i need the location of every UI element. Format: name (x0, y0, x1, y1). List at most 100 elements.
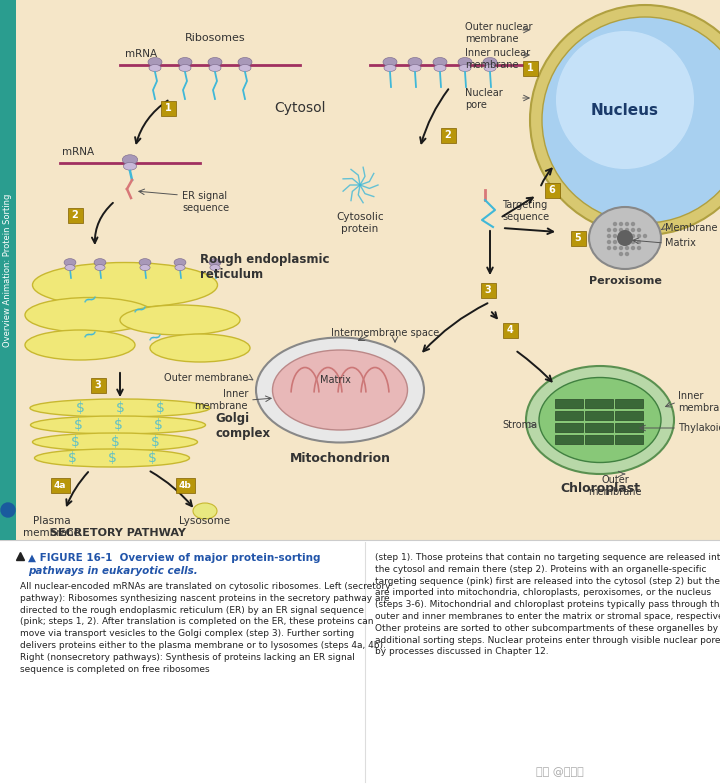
Circle shape (625, 240, 629, 244)
Ellipse shape (256, 337, 424, 442)
Text: Plasma
membrane: Plasma membrane (24, 516, 81, 538)
Circle shape (643, 234, 647, 238)
FancyBboxPatch shape (480, 282, 495, 297)
Text: 4: 4 (507, 325, 513, 335)
Ellipse shape (178, 57, 192, 67)
Text: Lysosome: Lysosome (179, 516, 230, 526)
Circle shape (631, 246, 635, 250)
Text: 5: 5 (575, 233, 581, 243)
FancyBboxPatch shape (176, 477, 194, 492)
Text: mRNA: mRNA (62, 147, 94, 157)
Text: $: $ (150, 435, 159, 449)
FancyBboxPatch shape (544, 183, 559, 198)
Text: 3: 3 (485, 285, 491, 295)
Ellipse shape (433, 57, 447, 67)
Circle shape (631, 234, 635, 238)
Circle shape (625, 228, 629, 232)
Text: $: $ (148, 451, 156, 465)
Text: Intermembrane space: Intermembrane space (331, 328, 439, 338)
Text: ~: ~ (129, 298, 151, 321)
Circle shape (613, 228, 617, 232)
FancyBboxPatch shape (585, 399, 613, 408)
Text: Chloroplast: Chloroplast (560, 482, 640, 495)
Text: 1: 1 (526, 63, 534, 73)
Circle shape (625, 252, 629, 256)
Text: Matrix: Matrix (320, 375, 351, 385)
Text: Cytosol: Cytosol (274, 101, 325, 115)
FancyBboxPatch shape (585, 423, 613, 432)
Circle shape (617, 230, 633, 246)
Ellipse shape (122, 154, 138, 165)
Circle shape (613, 222, 617, 227)
Text: Outer
membrane: Outer membrane (588, 475, 642, 496)
Bar (0, 0, 720, 540)
Circle shape (607, 228, 611, 232)
Ellipse shape (150, 334, 250, 362)
Circle shape (607, 234, 611, 238)
Ellipse shape (526, 366, 674, 474)
Circle shape (618, 246, 624, 250)
Ellipse shape (149, 64, 161, 71)
Ellipse shape (32, 263, 217, 307)
Circle shape (607, 240, 611, 244)
Ellipse shape (542, 17, 720, 223)
Ellipse shape (25, 297, 155, 332)
Ellipse shape (409, 64, 421, 71)
Circle shape (613, 234, 617, 238)
FancyBboxPatch shape (615, 399, 643, 408)
Circle shape (631, 240, 635, 244)
Circle shape (636, 240, 642, 244)
Text: All nuclear-encoded mRNAs are translated on cytosolic ribosomes. Left (secretory: All nuclear-encoded mRNAs are translated… (20, 582, 390, 673)
Text: $: $ (68, 451, 76, 465)
Circle shape (618, 228, 624, 232)
Circle shape (618, 234, 624, 238)
Text: $: $ (116, 401, 125, 415)
Text: SECRETORY PATHWAY: SECRETORY PATHWAY (50, 528, 186, 538)
Ellipse shape (175, 264, 185, 270)
Ellipse shape (238, 57, 252, 67)
FancyBboxPatch shape (615, 411, 643, 420)
Text: $: $ (71, 435, 79, 449)
Ellipse shape (123, 162, 137, 170)
Ellipse shape (64, 259, 76, 267)
Text: Mitochondrion: Mitochondrion (289, 452, 390, 465)
FancyBboxPatch shape (161, 100, 176, 115)
Ellipse shape (239, 64, 251, 71)
Text: ~: ~ (144, 326, 166, 350)
Text: $: $ (76, 401, 84, 415)
FancyBboxPatch shape (555, 411, 583, 420)
Text: ▲ FIGURE 16-1  Overview of major protein-sorting: ▲ FIGURE 16-1 Overview of major protein-… (28, 553, 320, 563)
Ellipse shape (209, 259, 221, 267)
Text: Stroma: Stroma (503, 420, 538, 430)
Ellipse shape (383, 57, 397, 67)
Text: 3: 3 (94, 380, 102, 390)
Bar (0, 0, 16, 540)
Text: 4b: 4b (179, 481, 192, 489)
Text: Membrane: Membrane (665, 223, 718, 233)
Text: pathways in eukaryotic cells.: pathways in eukaryotic cells. (28, 566, 198, 576)
Bar (0, 540, 720, 784)
Circle shape (618, 240, 624, 244)
Text: 知乎 @喵大侠: 知乎 @喵大侠 (536, 767, 584, 777)
Ellipse shape (32, 433, 197, 451)
FancyBboxPatch shape (91, 378, 106, 393)
Text: Thylakoids: Thylakoids (678, 423, 720, 433)
Circle shape (1, 503, 15, 517)
Ellipse shape (272, 350, 408, 430)
Circle shape (607, 246, 611, 250)
Ellipse shape (530, 5, 720, 235)
Ellipse shape (35, 449, 189, 467)
Text: 4a: 4a (54, 481, 66, 489)
FancyBboxPatch shape (570, 230, 585, 245)
Text: Targeting
sequence: Targeting sequence (502, 200, 549, 222)
FancyBboxPatch shape (615, 423, 643, 432)
Text: Cytosolic
protein: Cytosolic protein (336, 212, 384, 234)
Text: Ribosomes: Ribosomes (185, 33, 246, 43)
Text: 2: 2 (445, 130, 451, 140)
Text: Nuclear
pore: Nuclear pore (465, 88, 503, 110)
Text: $: $ (111, 435, 120, 449)
Ellipse shape (148, 57, 162, 67)
Text: Peroxisome: Peroxisome (588, 276, 662, 286)
Text: Inner
membrane: Inner membrane (678, 391, 720, 413)
Text: 6: 6 (549, 185, 555, 195)
